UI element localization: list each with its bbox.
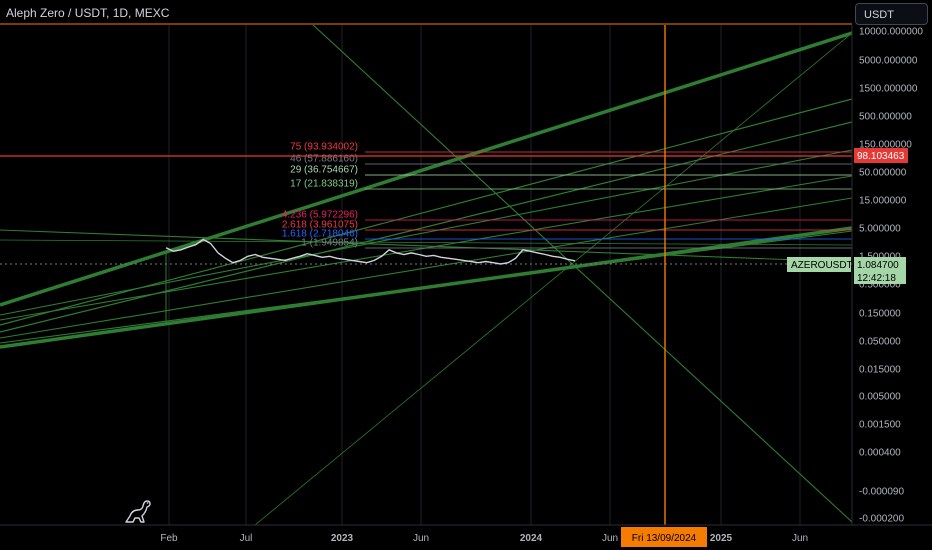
- grid-lines: [168, 25, 801, 525]
- fib-level-label: 2.618 (3.961075): [282, 220, 358, 231]
- price-tick-label: 0.015000: [859, 365, 901, 376]
- price-axis[interactable]: 10000.000000 5000.000000 1500.000000 500.00…: [851, 25, 923, 525]
- fib-levels: 75 (93.934002)46 (57.886160)29 (36.75466…: [0, 23, 852, 265]
- crosshair: Fri 13/09/2024: [621, 25, 707, 547]
- fib-level-label: 4.236 (5.972296): [282, 210, 358, 221]
- fib-level-label: 1 (1.949854): [301, 238, 358, 249]
- price-series: [165, 238, 576, 265]
- trend-line: [312, 25, 852, 523]
- tradingview-logo-icon[interactable]: [124, 498, 152, 524]
- trend-line: [0, 239, 852, 246]
- price-tick-label: 15.000000: [859, 196, 907, 207]
- fib-level-label: 29 (36.754667): [290, 165, 358, 176]
- fib-level-label: 75 (93.934002): [290, 142, 358, 153]
- time-tick-label: Jul: [240, 533, 253, 544]
- trend-line: [0, 230, 852, 344]
- currency-button[interactable]: USDT: [855, 3, 928, 25]
- time-tick-label: Feb: [160, 533, 178, 544]
- time-tick-label: 2023: [331, 533, 354, 544]
- price-tags: 98.103463 AZEROUSDT 1.084700 12:42:18: [787, 148, 908, 284]
- trend-line: [0, 121, 852, 333]
- price-tick-label: 0.050000: [859, 337, 901, 348]
- price-tick-label: 5.000000: [859, 224, 901, 235]
- symbol-tag-label: AZEROUSDT: [791, 260, 853, 271]
- fib-level-label: 46 (57.886160): [290, 154, 358, 165]
- price-tick-label: 5000.000000: [859, 56, 918, 67]
- price-tick-label: 500.000000: [859, 112, 912, 123]
- trend-line: [254, 32, 852, 525]
- crosshair-price-label: 98.103463: [857, 151, 905, 162]
- fib-level-label: 17 (21.838319): [290, 179, 358, 190]
- price-tick-label: 10000.000000: [859, 27, 923, 38]
- price-tick-label: 0.005000: [859, 392, 901, 403]
- price-tick-label: 150.000000: [859, 140, 912, 151]
- time-tick-label: Jun: [413, 533, 429, 544]
- price-tick-label: 50.000000: [859, 168, 907, 179]
- time-axis[interactable]: Feb Jul 2023 Jun 2024 Jun 2025 Jun: [0, 524, 932, 544]
- trend-line: [0, 229, 852, 263]
- countdown-label: 12:42:18: [857, 273, 896, 284]
- trend-line: [0, 149, 852, 316]
- price-tick-label: -0.000200: [859, 514, 904, 525]
- fib-level-label: 1.618 (2.718046): [282, 229, 358, 240]
- trend-line: [0, 197, 852, 339]
- time-tick-label: 2025: [710, 533, 733, 544]
- trend-line: [0, 31, 852, 307]
- crosshair-date-tag: [621, 527, 707, 547]
- crosshair-date-label: Fri 13/09/2024: [632, 533, 697, 544]
- symbol-tag: [787, 257, 851, 272]
- price-line: [165, 238, 576, 265]
- price-tick-label: 1500.000000: [859, 84, 918, 95]
- time-tick-label: Jun: [792, 533, 808, 544]
- last-price-label: 1.084700: [857, 260, 899, 271]
- price-tick-label: -0.000090: [859, 487, 904, 498]
- crosshair-price-tag: [854, 148, 908, 163]
- time-tick-label: Jun: [602, 533, 618, 544]
- time-tick-label: 2024: [520, 533, 543, 544]
- price-tick-label: 0.001500: [859, 420, 901, 431]
- price-tick-label: 0.150000: [859, 309, 901, 320]
- last-price-tag: [854, 257, 906, 284]
- price-tick-label: 0.500000: [859, 280, 901, 291]
- chart-title: Aleph Zero / USDT, 1D, MEXC: [6, 6, 170, 20]
- price-tick-label: 0.000400: [859, 448, 901, 459]
